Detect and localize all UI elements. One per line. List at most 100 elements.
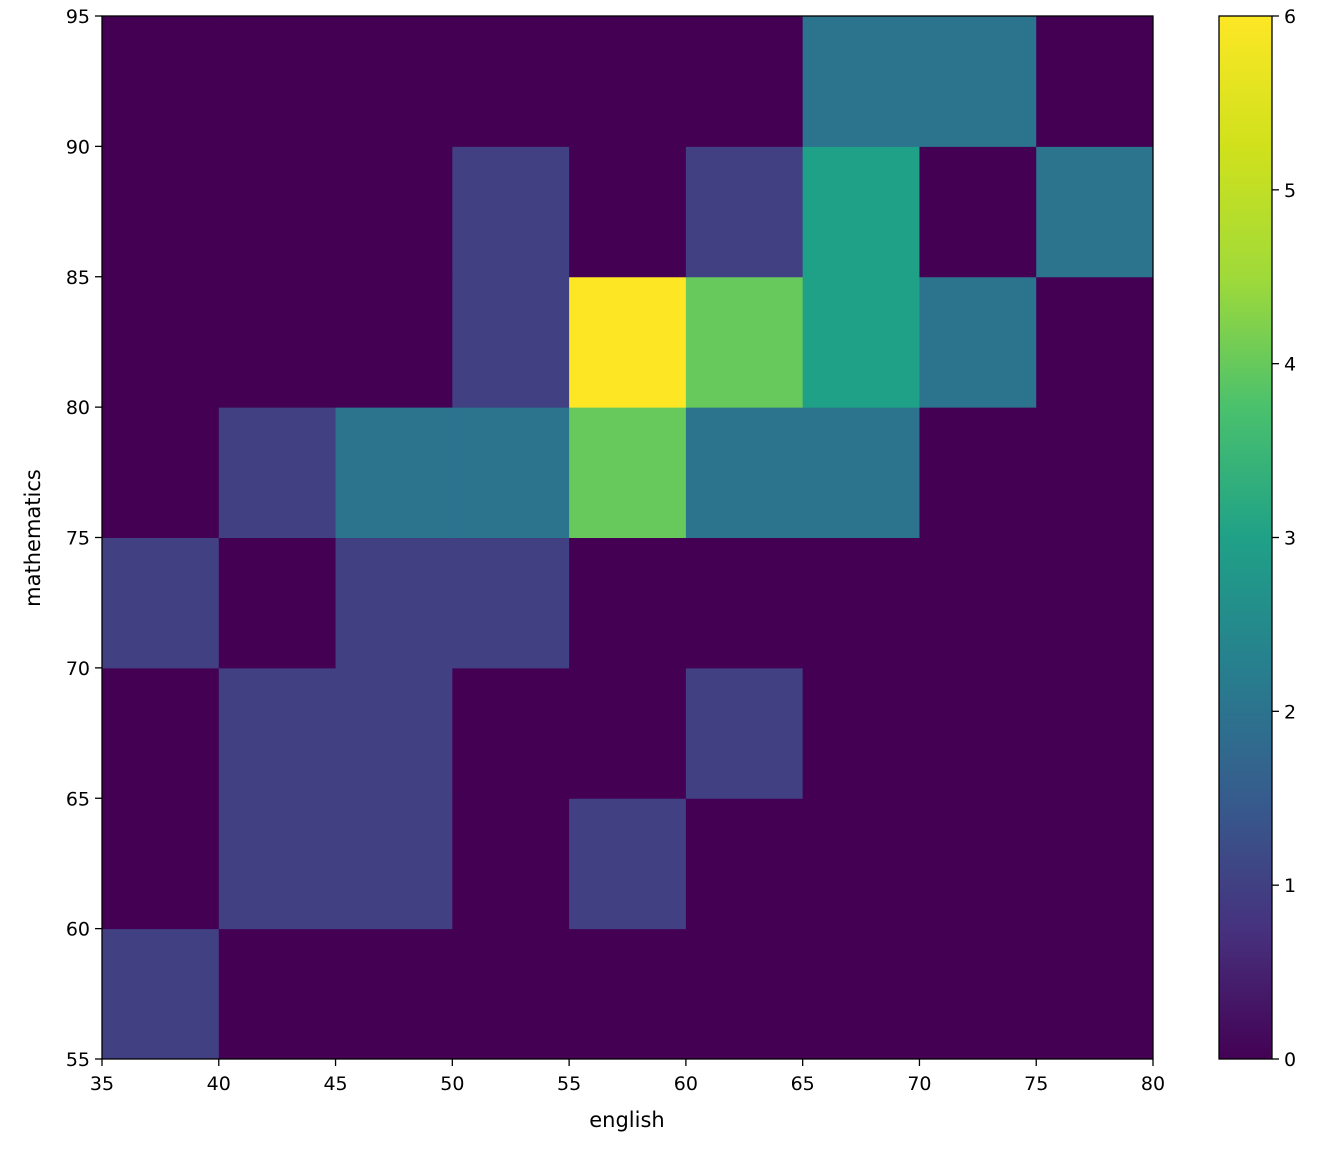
x-tick-label: 75 — [1024, 1073, 1048, 1095]
heatmap-cell — [335, 537, 453, 669]
heatmap-cell — [102, 537, 220, 669]
heatmap-cell — [685, 407, 804, 538]
heatmap-cell — [802, 16, 920, 147]
heatmap-cell — [452, 407, 570, 538]
y-tick-label: 90 — [66, 136, 90, 158]
x-axis-ticks: 35 40 45 50 55 60 65 70 75 80 — [90, 1059, 1165, 1095]
heatmap-cell — [218, 146, 337, 278]
heatmap-cell — [802, 146, 920, 278]
heatmap-cell — [452, 16, 570, 147]
heatmap-cell — [335, 276, 453, 408]
y-tick-label: 55 — [66, 1049, 90, 1071]
colorbar-tick-label: 2 — [1284, 701, 1296, 723]
heatmap-cell — [685, 928, 804, 1060]
x-tick-label: 35 — [90, 1073, 114, 1095]
heatmap-cell — [102, 16, 220, 147]
heatmap-cell — [569, 276, 687, 408]
x-tick-label: 65 — [791, 1073, 815, 1095]
heatmap-cell — [452, 928, 570, 1060]
heatmap-cell — [802, 928, 920, 1060]
heatmap-cell — [685, 146, 804, 278]
heatmap-cell — [919, 798, 1037, 930]
heatmap-cell — [452, 798, 570, 930]
heatmap-cell — [102, 667, 220, 799]
heatmap-cell — [569, 798, 687, 930]
heatmap-cell — [685, 537, 804, 669]
heatmap-cell — [335, 928, 453, 1060]
colorbar: 0 1 2 3 4 5 6 — [1218, 6, 1296, 1071]
heatmap-cell — [1036, 276, 1154, 408]
colorbar-tick-label: 4 — [1284, 354, 1296, 376]
x-tick-label: 40 — [207, 1073, 231, 1095]
heatmap-cell — [685, 16, 804, 147]
heatmap-cell — [919, 667, 1037, 799]
y-tick-label: 70 — [66, 658, 90, 680]
heatmap-cell — [569, 407, 687, 538]
heatmap-cell — [802, 537, 920, 669]
y-tick-label: 95 — [66, 6, 90, 28]
y-axis-ticks: 55 60 65 70 75 80 85 90 95 — [66, 6, 102, 1071]
heatmap-cell — [919, 276, 1037, 408]
heatmap-cell — [102, 798, 220, 930]
heatmap-cell — [218, 407, 337, 538]
heatmap-cell — [919, 928, 1037, 1060]
colorbar-ticks: 0 1 2 3 4 5 6 — [1272, 6, 1296, 1071]
y-tick-label: 80 — [66, 397, 90, 419]
heatmap-cell — [335, 146, 453, 278]
heatmap-cell — [569, 667, 687, 799]
heatmap-cell — [802, 798, 920, 930]
heatmap-cell — [452, 537, 570, 669]
colorbar-tick-label: 0 — [1284, 1049, 1296, 1071]
heatmap-cell — [335, 16, 453, 147]
heatmap-cell — [218, 667, 337, 799]
heatmap-cell — [919, 537, 1037, 669]
heatmap-cell — [218, 16, 337, 147]
heatmap-cell — [685, 667, 804, 799]
x-tick-label: 45 — [323, 1073, 347, 1095]
y-tick-label: 60 — [66, 919, 90, 941]
heatmap-cell — [452, 276, 570, 408]
colorbar-tick-label: 5 — [1284, 180, 1296, 202]
heatmap-cell — [335, 407, 453, 538]
heatmap-cell — [569, 928, 687, 1060]
heatmap-cell — [218, 928, 337, 1060]
y-axis-label: mathematics — [21, 469, 45, 607]
y-tick-label: 85 — [66, 267, 90, 289]
heatmap-cells — [102, 16, 1154, 1060]
x-tick-label: 80 — [1141, 1073, 1165, 1095]
heatmap-cell — [1036, 537, 1154, 669]
heatmap-cell — [218, 798, 337, 930]
colorbar-gradient — [1218, 15, 1273, 1060]
x-tick-label: 55 — [557, 1073, 581, 1095]
heatmap-cell — [452, 667, 570, 799]
colorbar-tick-label: 1 — [1284, 875, 1296, 897]
heatmap-cell — [218, 276, 337, 408]
heatmap-cell — [802, 276, 920, 408]
heatmap-cell — [102, 407, 220, 538]
y-tick-label: 65 — [66, 788, 90, 810]
heatmap-cell — [1036, 798, 1154, 930]
colorbar-tick-label: 6 — [1284, 6, 1296, 28]
heatmap-cell — [685, 276, 804, 408]
heatmap-cell — [102, 928, 220, 1060]
heatmap-cell — [569, 537, 687, 669]
heatmap-cell — [802, 407, 920, 538]
heatmap-cell — [919, 407, 1037, 538]
heatmap-cell — [802, 667, 920, 799]
heatmap-cell — [102, 276, 220, 408]
heatmap-cell — [569, 146, 687, 278]
x-tick-label: 60 — [674, 1073, 698, 1095]
heatmap-cell — [218, 537, 337, 669]
x-axis-label: english — [589, 1108, 664, 1132]
x-tick-label: 50 — [440, 1073, 464, 1095]
heatmap-cell — [1036, 928, 1154, 1060]
heatmap-cell — [335, 667, 453, 799]
heatmap-cell — [685, 798, 804, 930]
colorbar-tick-label: 3 — [1284, 528, 1296, 550]
heatmap-cell — [1036, 667, 1154, 799]
heatmap-cell — [1036, 16, 1154, 147]
heatmap-cell — [919, 146, 1037, 278]
heatmap-cell — [335, 798, 453, 930]
heatmap-cell — [569, 16, 687, 147]
